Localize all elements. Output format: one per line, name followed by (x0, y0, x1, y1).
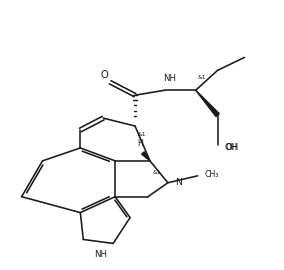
Text: OH: OH (225, 143, 239, 153)
Text: H: H (137, 139, 143, 148)
Text: NH: NH (94, 250, 107, 259)
Text: NH: NH (163, 74, 176, 83)
Polygon shape (196, 90, 219, 117)
Text: CH₃: CH₃ (205, 170, 219, 179)
Text: O: O (100, 70, 108, 80)
Text: &1: &1 (138, 132, 147, 137)
Polygon shape (142, 152, 150, 161)
Text: &1: &1 (198, 75, 206, 80)
Text: OH: OH (225, 143, 238, 153)
Text: &1: &1 (153, 170, 162, 175)
Text: N: N (175, 178, 182, 187)
